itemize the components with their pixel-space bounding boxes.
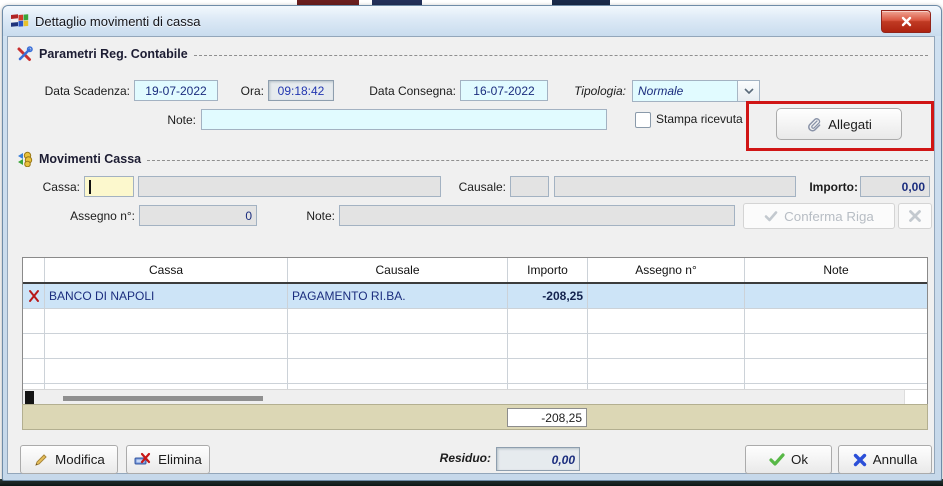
total-importo: -208,25: [507, 408, 587, 427]
importo-field: 0,00: [860, 176, 930, 197]
ok-label: Ok: [790, 452, 809, 467]
allegati-label: Allegati: [828, 116, 872, 132]
tipologia-select[interactable]: Normale: [632, 80, 760, 102]
elimina-button[interactable]: Elimina: [126, 445, 210, 474]
residuo-label: Residuo:: [439, 451, 491, 465]
annulla-button[interactable]: Annulla: [838, 445, 932, 474]
background-artifact: [552, 0, 610, 5]
causale-code-field: [510, 176, 549, 197]
col-importo[interactable]: Importo: [508, 258, 588, 282]
section-title: Movimenti Cassa: [39, 152, 142, 166]
residuo-field: 0,00: [496, 447, 580, 471]
assegno-label: Assegno n°:: [70, 209, 135, 223]
cell-note: [745, 284, 927, 308]
ora-label: Ora:: [240, 84, 264, 98]
stampa-ricevuta-checkbox[interactable]: [635, 112, 651, 128]
conferma-riga-button[interactable]: Conferma Riga: [743, 203, 895, 229]
causale-desc-field: [554, 176, 796, 197]
data-scadenza-field[interactable]: 19-07-2022: [134, 80, 218, 101]
dialog-window: Dettaglio movimenti di cassa Parametri R…: [2, 5, 942, 481]
window-title: Dettaglio movimenti di cassa: [35, 13, 201, 29]
table-row[interactable]: BANCO DI NAPOLI PAGAMENTO RI.BA. -208,25: [23, 284, 927, 309]
col-cassa[interactable]: Cassa: [45, 258, 288, 282]
background-artifact: [297, 0, 359, 5]
check-icon: [764, 210, 778, 222]
cell-cassa: BANCO DI NAPOLI: [45, 284, 288, 308]
modifica-button[interactable]: Modifica: [20, 445, 118, 474]
tools-icon: [16, 45, 33, 63]
causale-label: Causale:: [458, 180, 506, 194]
cassa-desc-field: [138, 176, 441, 197]
col-note[interactable]: Note: [823, 263, 849, 277]
section-divider: [147, 159, 928, 161]
text-caret: [89, 180, 91, 194]
ok-button[interactable]: Ok: [745, 445, 832, 474]
section-divider: [193, 54, 928, 56]
movimenti-table: Cassa Causale Importo Assegno n° Note BA…: [22, 257, 928, 408]
app-icon: [11, 13, 29, 29]
col-causale[interactable]: Causale: [288, 258, 508, 282]
close-button[interactable]: [881, 10, 931, 33]
cash-icon: [16, 151, 33, 167]
ora-field: 09:18:42: [268, 80, 334, 101]
data-consegna-label: Data Consegna:: [369, 84, 456, 98]
elimina-label: Elimina: [158, 452, 202, 467]
table-row-empty[interactable]: [23, 309, 927, 334]
delete-row-icon[interactable]: [23, 284, 45, 308]
cassa-label: Cassa:: [42, 180, 80, 194]
scrollbar-corner: [904, 390, 927, 407]
dialog-content: Parametri Reg. Contabile Data Scadenza: …: [7, 36, 935, 474]
cell-assegno: [588, 284, 745, 308]
tipologia-label: Tipologia:: [574, 84, 626, 98]
record-indicator: [25, 391, 34, 405]
cassa-code-field[interactable]: [84, 176, 134, 197]
note-field[interactable]: [201, 109, 607, 130]
section-title: Parametri Reg. Contabile: [39, 47, 188, 61]
table-row-empty: [23, 384, 927, 389]
conferma-riga-label: Conferma Riga: [784, 208, 874, 224]
horizontal-scrollbar[interactable]: [23, 389, 927, 407]
table-header-row: Cassa Causale Importo Assegno n° Note: [23, 258, 927, 284]
paperclip-icon: [806, 116, 822, 132]
cell-importo: -208,25: [508, 284, 588, 308]
assegno-field: 0: [139, 205, 257, 226]
data-scadenza-label: Data Scadenza:: [44, 84, 130, 98]
cell-causale: PAGAMENTO RI.BA.: [288, 284, 508, 308]
annulla-label: Annulla: [872, 452, 918, 467]
scrollbar-thumb[interactable]: [63, 396, 263, 401]
erase-icon: [134, 452, 152, 467]
cancel-row-button[interactable]: [898, 203, 932, 229]
table-row-empty[interactable]: [23, 359, 927, 384]
background-artifact: [0, 479, 943, 486]
table-row-empty[interactable]: [23, 334, 927, 359]
tipologia-value: Normale: [638, 84, 684, 98]
section-movimenti: Movimenti Cassa: [16, 150, 928, 168]
ok-check-icon: [769, 453, 785, 466]
note-label: Note:: [167, 113, 196, 127]
col-assegno[interactable]: Assegno n°: [588, 258, 745, 282]
background-artifact: [372, 0, 422, 5]
modifica-label: Modifica: [55, 452, 105, 467]
allegati-button[interactable]: Allegati: [776, 108, 902, 140]
importo-label: Importo:: [809, 180, 858, 194]
annulla-x-icon: [853, 453, 867, 467]
stampa-ricevuta-label: Stampa ricevuta: [656, 112, 743, 126]
data-consegna-field[interactable]: 16-07-2022: [460, 80, 548, 101]
pencil-icon: [33, 452, 49, 468]
chevron-down-icon: [737, 81, 759, 101]
movimenti-note-label: Note:: [306, 209, 335, 223]
movimenti-note-field: [339, 205, 735, 226]
section-parametri: Parametri Reg. Contabile: [16, 45, 928, 63]
row-indicator-header: [23, 258, 45, 282]
totals-row: -208,25: [22, 404, 928, 430]
annotation-highlight-box: [746, 101, 934, 151]
title-bar[interactable]: Dettaglio movimenti di cassa: [3, 6, 941, 36]
